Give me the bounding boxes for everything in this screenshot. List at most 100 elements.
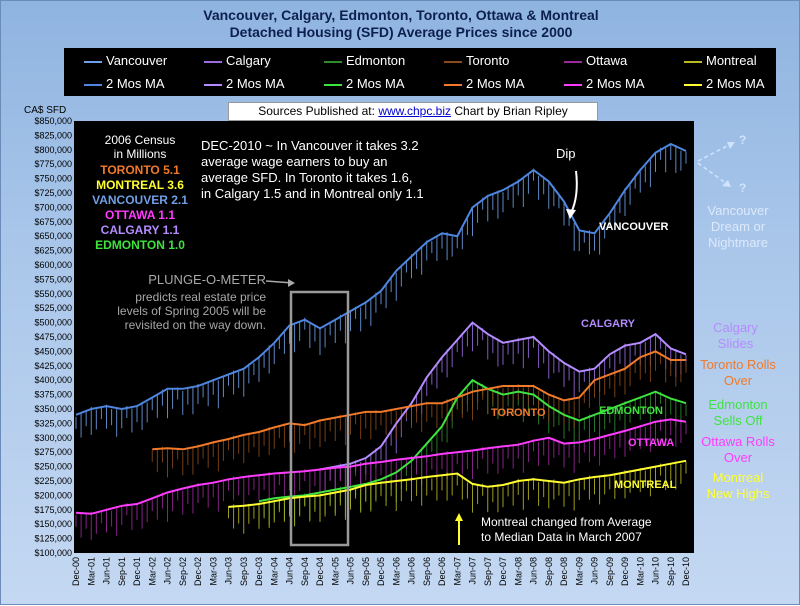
y-tick-label: $625,000 <box>34 246 72 256</box>
census-montreal: MONTREAL 3.6 <box>96 178 184 192</box>
ma-line-vancouver <box>75 142 687 416</box>
ma-line-ottawa <box>75 418 687 515</box>
x-tick-label: Sep-10 <box>666 557 676 586</box>
dip-label: Dip <box>556 146 576 161</box>
census-subtitle: in Millions <box>113 147 167 161</box>
census-calgary: CALGARY 1.1 <box>100 223 180 237</box>
series-label-vancouver: VANCOUVER <box>599 221 669 233</box>
future-arrowhead-down <box>722 180 731 187</box>
y-axis-unit: CA$ SFD <box>24 105 67 116</box>
x-tick-label: Sep-04 <box>300 557 310 586</box>
y-tick-label: $550,000 <box>34 289 72 299</box>
legend-vancouver: Vancouver <box>106 53 168 68</box>
y-tick-label: $750,000 <box>34 174 72 184</box>
plunge-title: PLUNGE-O-METER <box>148 272 266 287</box>
series-label-calgary: CALGARY <box>581 318 635 330</box>
x-tick-label: Jun-05 <box>346 557 356 585</box>
plunge-line-3: levels of Spring 2005 will be <box>117 304 266 318</box>
question-mark-up: ? <box>739 133 747 147</box>
x-tick-label: Mar-08 <box>513 557 523 586</box>
x-tick-label: Sep-09 <box>605 557 615 586</box>
y-tick-label: $375,000 <box>34 390 72 400</box>
legend-edmonton: Edmonton <box>346 53 406 68</box>
x-tick-label: Jun-04 <box>285 557 295 585</box>
y-tick-label: $575,000 <box>34 274 72 284</box>
plunge-o-meter-box <box>289 290 350 547</box>
x-tick-label: Mar-02 <box>147 557 157 586</box>
ottawa-rolls-note: Ottawa Rolls Over <box>701 434 775 465</box>
legend-calgary: Calgary <box>226 53 271 68</box>
future-arrow-up <box>697 143 732 162</box>
x-tick-label: Sep-02 <box>178 557 188 586</box>
ma-line-edmonton <box>258 378 687 503</box>
y-tick-label: $725,000 <box>34 188 72 198</box>
edmonton-sells-note: Edmonton Sells Off <box>708 397 768 428</box>
y-tick-label: $325,000 <box>34 418 72 428</box>
y-tick-label: $650,000 <box>34 231 72 241</box>
plunge-arrowhead <box>288 279 295 287</box>
y-tick-label: $800,000 <box>34 145 72 155</box>
series-label-edmonton: EDMONTON <box>599 405 663 417</box>
x-tick-label: Dec-09 <box>620 557 630 586</box>
plot-area <box>74 121 694 553</box>
x-tick-label: Mar-01 <box>86 557 96 586</box>
legend-ottawa: Ottawa <box>586 53 628 68</box>
y-tick-label: $425,000 <box>34 361 72 371</box>
x-tick-label: Mar-05 <box>330 557 340 586</box>
census-edmonton: EDMONTON 1.0 <box>95 238 185 252</box>
y-tick-label: $225,000 <box>34 476 72 486</box>
y-tick-label: $125,000 <box>34 534 72 544</box>
sources-credit: Chart by Brian Ripley <box>454 104 568 118</box>
x-tick-label: Dec-10 <box>681 557 691 586</box>
x-tick-label: Dec-06 <box>437 557 447 586</box>
y-tick-label: $850,000 <box>34 116 72 126</box>
affordability-note-4: in Calgary 1.5 and in Montreal only 1.1 <box>201 186 424 201</box>
legend-montreal: Montreal <box>706 53 757 68</box>
census-ottawa: OTTAWA 1.1 <box>104 208 175 222</box>
affordability-note-3: average SFD. In Toronto it takes 1.6, <box>201 170 413 185</box>
ma-line-calgary <box>319 321 687 471</box>
y-tick-label: $350,000 <box>34 404 72 414</box>
y-tick-label: $675,000 <box>34 217 72 227</box>
question-mark-down: ? <box>739 181 747 195</box>
x-tick-label: Dec-03 <box>254 557 264 586</box>
legend-calgary-ma: 2 Mos MA <box>226 76 285 91</box>
x-tick-label: Mar-07 <box>452 557 462 586</box>
sources-link[interactable]: www.chpc.biz <box>378 104 452 118</box>
x-tick-label: Dec-04 <box>315 557 325 586</box>
x-tick-label: Jun-01 <box>102 557 112 585</box>
legend-edmonton-ma: 2 Mos MA <box>346 76 405 91</box>
montreal-note-arrowhead <box>455 513 463 521</box>
montreal-median-note-2: to Median Data in March 2007 <box>481 530 642 544</box>
ma-line-montreal <box>228 459 687 508</box>
plunge-line-4: revisited on the way down. <box>124 318 266 332</box>
legend: Vancouver Calgary Edmonton Toronto Ottaw… <box>64 48 776 96</box>
ma-line-toronto <box>152 350 686 451</box>
y-tick-label: $775,000 <box>34 159 72 169</box>
x-tick-label: Dec-07 <box>498 557 508 586</box>
y-tick-label: $150,000 <box>34 519 72 529</box>
y-tick-label: $700,000 <box>34 202 72 212</box>
x-tick-label: Sep-08 <box>544 557 554 586</box>
x-tick-label: Mar-09 <box>574 557 584 586</box>
y-tick-label: $300,000 <box>34 433 72 443</box>
vancouver-dream-note: Vancouver Dream or Nightmare <box>707 203 769 250</box>
y-tick-label: $400,000 <box>34 375 72 385</box>
montreal-median-note-1: Montreal changed from Average <box>481 515 652 529</box>
legend-toronto-ma: 2 Mos MA <box>466 76 525 91</box>
y-tick-label: $250,000 <box>34 462 72 472</box>
y-tick-label: $100,000 <box>34 548 72 558</box>
affordability-note-1: DEC-2010 ~ In Vancouver it takes 3.2 <box>201 138 419 153</box>
series-label-toronto: TORONTO <box>491 407 546 419</box>
calgary-slides-note: Calgary Slides <box>713 320 758 351</box>
x-tick-label: Sep-01 <box>117 557 127 586</box>
y-tick-label: $825,000 <box>34 130 72 140</box>
x-tick-label: Dec-01 <box>132 557 142 586</box>
y-tick-label: $200,000 <box>34 490 72 500</box>
legend-ottawa-ma: 2 Mos MA <box>586 76 645 91</box>
y-tick-label: $275,000 <box>34 447 72 457</box>
chart-title-line2: Detached Housing (SFD) Average Prices si… <box>229 24 573 40</box>
census-vancouver: VANCOUVER 2.1 <box>92 193 188 207</box>
